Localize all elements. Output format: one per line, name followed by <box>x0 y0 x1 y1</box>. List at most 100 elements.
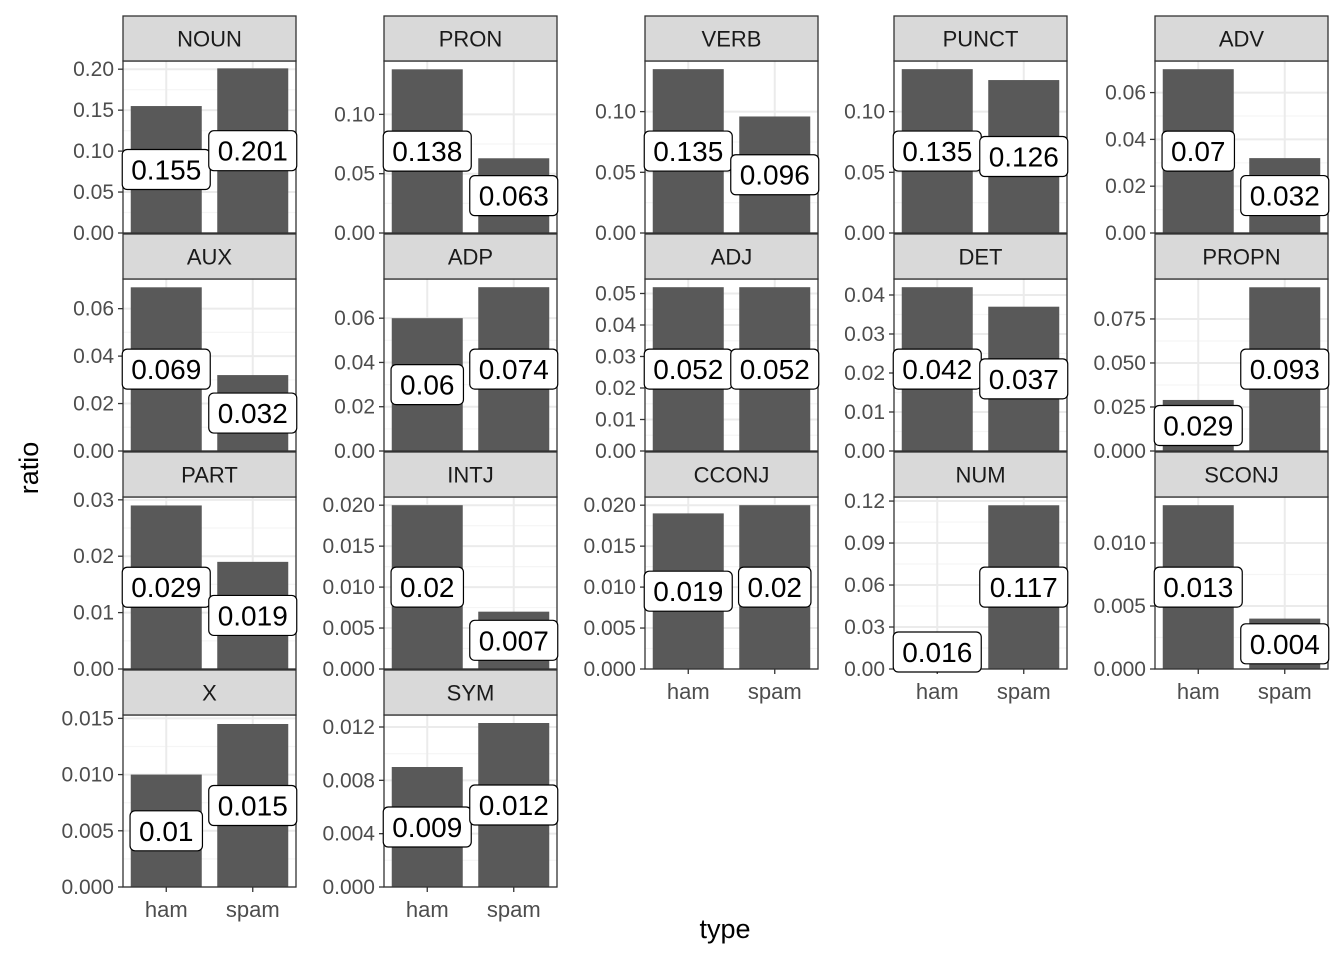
panel-intj: INTJ 0.000 0.005 0.010 0.015 0.020 0.02 0.007 <box>322 451 559 681</box>
y-tick-label: 0.00 <box>73 222 114 245</box>
y-tick-label: 0.03 <box>844 323 885 346</box>
y-tick-label: 0.01 <box>844 401 885 424</box>
value-label: 0.02 <box>400 572 455 603</box>
value-label: 0.012 <box>479 790 549 821</box>
y-tick-label: 0.05 <box>844 161 885 184</box>
y-tick-label: 0.04 <box>595 314 636 337</box>
facet-strip <box>644 15 819 62</box>
value-label: 0.016 <box>902 637 972 668</box>
y-tick-label: 0.005 <box>61 820 114 843</box>
y-tick-label: 0.03 <box>595 345 636 368</box>
y-tick-label: 0.00 <box>595 440 636 463</box>
facet-strip-label: DET <box>959 245 1003 270</box>
facet-strip-label: PART <box>181 463 238 488</box>
panel-adv: ADV 0.00 0.02 0.04 0.06 0.07 0.032 <box>1105 15 1330 245</box>
facet-strip-label: INTJ <box>447 463 493 488</box>
value-label-box <box>469 348 559 390</box>
y-tick-label: 0.02 <box>73 393 114 416</box>
y-tick-label: 0.000 <box>322 876 375 899</box>
value-label: 0.029 <box>1163 410 1233 441</box>
value-label: 0.029 <box>131 572 201 603</box>
y-tick-label: 0.02 <box>73 545 114 568</box>
value-label: 0.01 <box>139 816 194 847</box>
value-label-box <box>208 784 298 827</box>
facet-strip <box>1154 15 1329 62</box>
value-label-box <box>730 348 820 390</box>
value-label-box <box>208 392 298 434</box>
value-label: 0.013 <box>1163 572 1233 603</box>
facet-strip <box>383 451 558 498</box>
panel-noun: NOUN 0.00 0.05 0.10 0.15 0.20 0.155 0.201 <box>73 15 298 245</box>
panel-det: DET 0.00 0.01 0.02 0.03 0.04 0.042 0.037 <box>844 233 1069 463</box>
value-label: 0.009 <box>392 812 462 843</box>
facet-strip-label: SYM <box>447 681 495 706</box>
y-tick-label: 0.025 <box>1093 396 1146 419</box>
y-tick-label: 0.12 <box>844 490 885 513</box>
y-tick-label: 0.000 <box>61 876 114 899</box>
y-tick-label: 0.06 <box>73 298 114 321</box>
facet-strip-label: SCONJ <box>1204 463 1279 488</box>
value-label: 0.096 <box>740 160 810 191</box>
y-tick-label: 0.010 <box>583 576 636 599</box>
value-label-box <box>730 154 820 196</box>
value-label-box <box>643 130 733 172</box>
value-label: 0.015 <box>218 790 288 821</box>
facet-strip <box>383 669 558 716</box>
facet-strip <box>122 233 297 280</box>
facet-strip <box>1154 451 1329 498</box>
panel-num: NUM 0.00 0.03 0.06 0.09 0.12 ham spam 0.016 0.117 <box>844 451 1069 704</box>
y-tick-label: 0.00 <box>334 440 375 463</box>
y-tick-label: 0.10 <box>334 103 375 126</box>
facet-strip <box>122 669 297 716</box>
y-tick-label: 0.000 <box>1093 440 1146 463</box>
y-tick-label: 0.09 <box>844 532 885 555</box>
y-tick-label: 0.020 <box>583 494 636 517</box>
y-tick-label: 0.06 <box>1105 82 1146 105</box>
y-tick-label: 0.000 <box>322 658 375 681</box>
value-label: 0.007 <box>479 625 549 656</box>
facet-strip <box>1154 233 1329 280</box>
panel-pron: PRON 0.00 0.05 0.10 0.138 0.063 <box>334 15 559 245</box>
facet-strip <box>383 15 558 62</box>
value-label-box <box>1161 130 1236 172</box>
y-tick-label: 0.20 <box>73 58 114 81</box>
value-label-box <box>129 810 204 852</box>
y-tick-label: 0.01 <box>73 602 114 625</box>
y-tick-label: 0.05 <box>595 161 636 184</box>
value-label: 0.074 <box>479 354 549 385</box>
value-label-box <box>1240 348 1330 390</box>
value-label: 0.02 <box>748 572 803 603</box>
value-label-box <box>643 570 733 612</box>
value-label: 0.037 <box>989 364 1059 395</box>
y-tick-label: 0.000 <box>583 658 636 681</box>
facet-strip <box>893 233 1068 280</box>
x-tick-label: ham <box>667 679 710 704</box>
y-tick-label: 0.04 <box>334 351 375 374</box>
facet-strip <box>893 451 1068 498</box>
panel-aux: AUX 0.00 0.02 0.04 0.06 0.069 0.032 <box>73 233 298 463</box>
facet-strip-label: PUNCT <box>943 27 1019 52</box>
panel-x: X 0.000 0.005 0.010 0.015 ham spam 0.01 0.015 <box>61 669 298 922</box>
value-label-box <box>469 619 559 661</box>
panel-adj: ADJ 0.00 0.01 0.02 0.03 0.04 0.05 0.052 0.052 <box>595 233 820 463</box>
facet-strip-label: VERB <box>702 27 762 52</box>
x-tick-label: ham <box>145 897 188 922</box>
value-label: 0.004 <box>1250 629 1320 660</box>
y-tick-label: 0.10 <box>73 140 114 163</box>
y-tick-label: 0.05 <box>595 282 636 305</box>
value-label-box <box>1153 404 1243 447</box>
y-tick-label: 0.04 <box>1105 128 1146 151</box>
y-tick-label: 0.004 <box>322 823 375 846</box>
y-tick-label: 0.02 <box>334 396 375 419</box>
panel-cconj: CCONJ 0.000 0.005 0.010 0.015 0.020 ham spam 0.0… <box>583 451 819 704</box>
y-tick-label: 0.050 <box>1093 352 1146 375</box>
y-tick-label: 0.05 <box>73 181 114 204</box>
facet-strip <box>383 233 558 280</box>
y-tick-label: 0.010 <box>322 576 375 599</box>
value-label: 0.069 <box>131 354 201 385</box>
y-tick-label: 0.04 <box>73 345 114 368</box>
y-tick-label: 0.010 <box>1093 532 1146 555</box>
value-label-box <box>1240 623 1330 665</box>
facet-strip-label: AUX <box>187 245 233 270</box>
facet-strip-label: NUM <box>955 463 1005 488</box>
